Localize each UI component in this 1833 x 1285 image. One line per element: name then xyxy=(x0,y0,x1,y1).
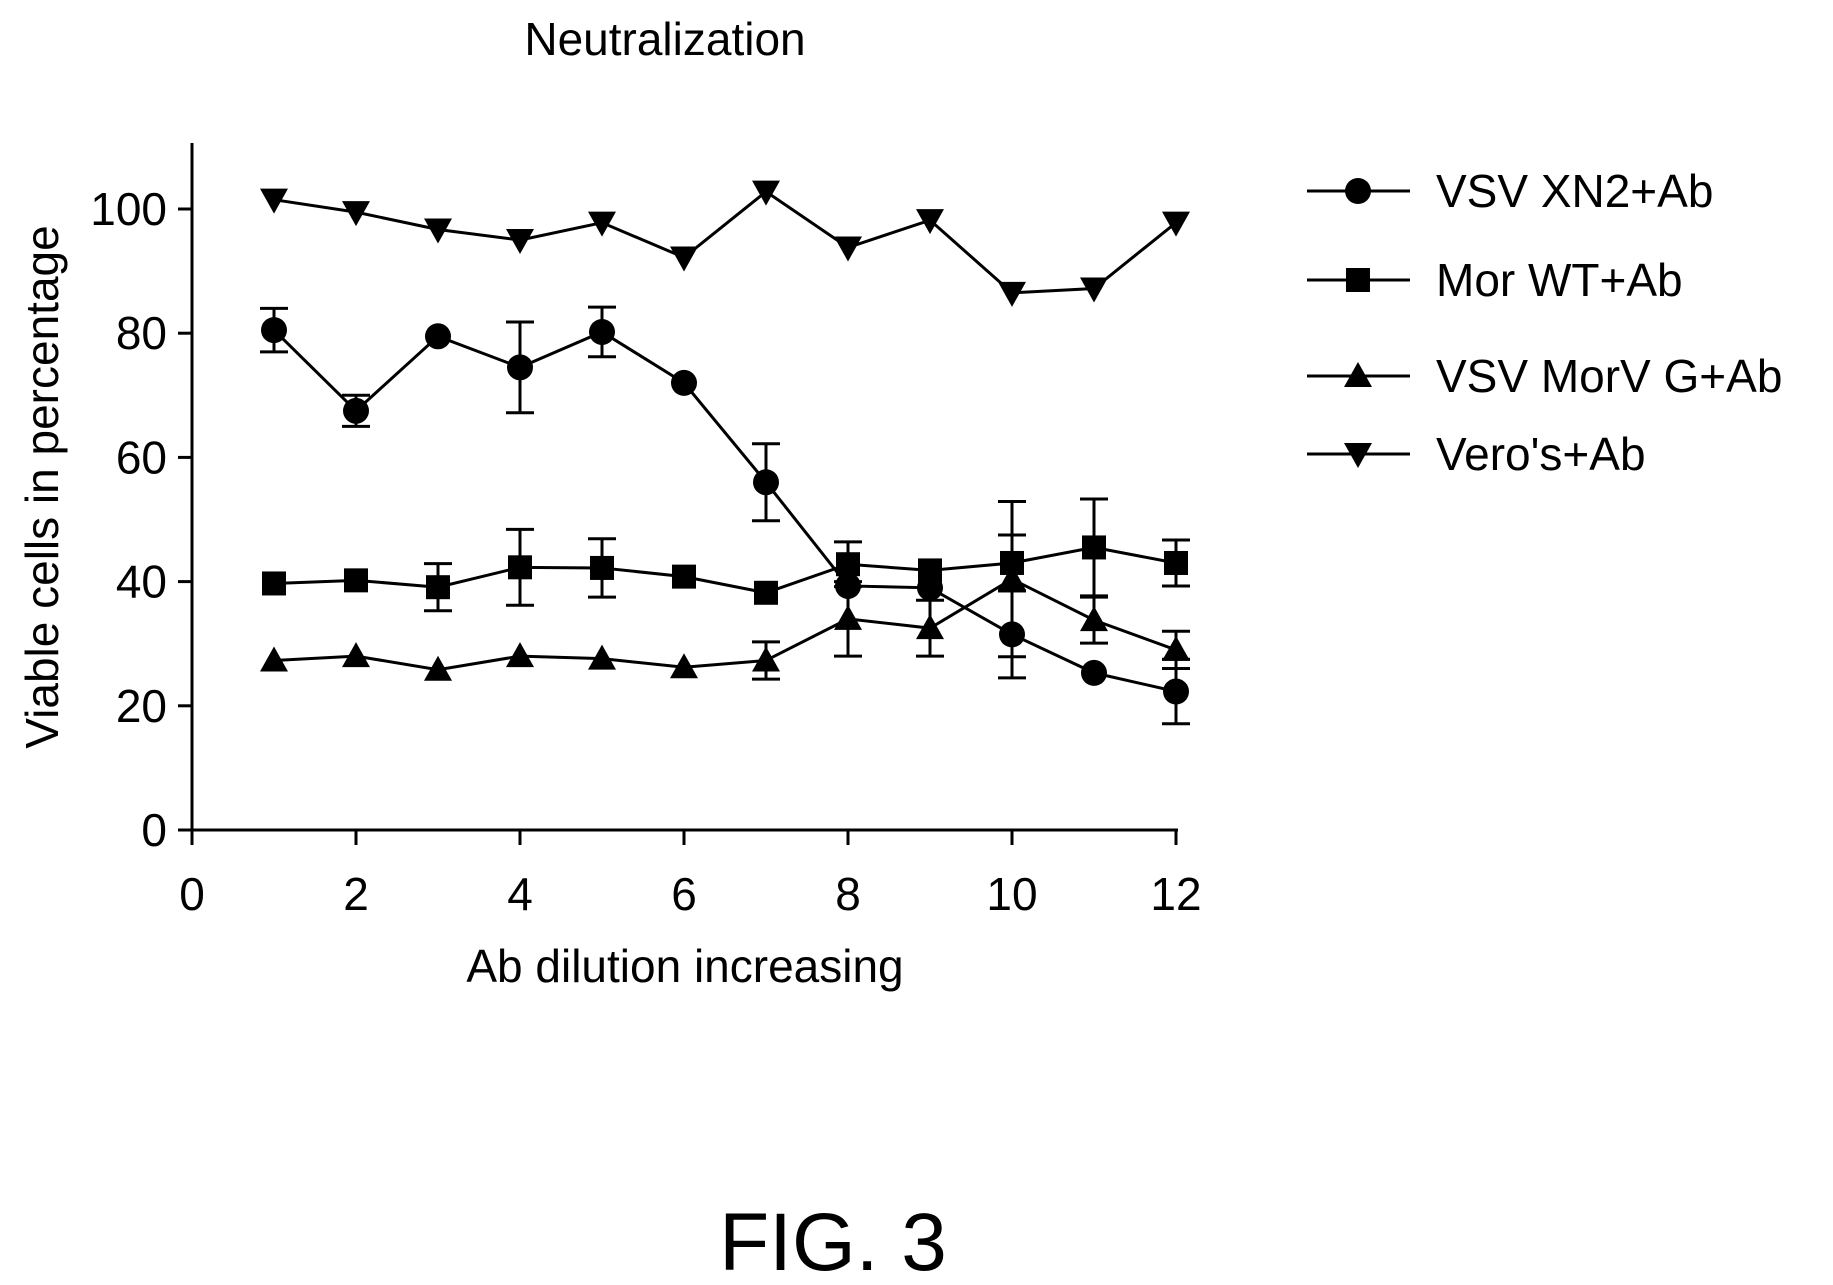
data-point xyxy=(670,653,698,679)
data-point xyxy=(506,229,534,255)
data-point xyxy=(1080,606,1108,632)
data-point xyxy=(588,211,616,237)
data-point xyxy=(588,644,616,670)
data-point xyxy=(1081,659,1107,686)
x-tick-label: 2 xyxy=(343,868,369,920)
legend-label: Mor WT+Ab xyxy=(1436,254,1683,306)
data-point xyxy=(1082,535,1106,560)
data-point xyxy=(506,642,534,668)
data-point xyxy=(1162,635,1190,661)
y-tick-label: 0 xyxy=(141,804,167,856)
y-tick-label: 40 xyxy=(116,556,167,608)
data-point xyxy=(836,552,860,577)
data-point xyxy=(670,246,698,272)
data-point xyxy=(590,555,614,580)
y-tick-label: 20 xyxy=(116,680,167,732)
data-point xyxy=(426,575,450,600)
data-point xyxy=(754,580,778,605)
series-line xyxy=(272,329,1177,693)
data-point xyxy=(343,397,369,424)
data-point xyxy=(424,218,452,244)
data-point xyxy=(342,642,370,668)
data-point xyxy=(672,564,696,589)
series-1 xyxy=(262,497,1190,613)
legend-label: VSV XN2+Ab xyxy=(1436,165,1713,217)
data-point xyxy=(344,568,368,593)
series-line xyxy=(273,545,1177,595)
legend-item: Mor WT+Ab xyxy=(1307,254,1683,306)
data-point xyxy=(834,236,862,262)
data-point xyxy=(918,558,942,583)
series-layer xyxy=(260,180,1190,726)
x-tick-label: 10 xyxy=(986,868,1037,920)
legend-label: VSV MorV G+Ab xyxy=(1436,350,1782,402)
legend-marker xyxy=(1345,178,1371,204)
data-point xyxy=(508,555,532,580)
data-point xyxy=(671,369,697,396)
data-point xyxy=(753,469,779,496)
data-point xyxy=(260,188,288,214)
data-point xyxy=(834,604,862,630)
data-point xyxy=(425,323,451,350)
legend-marker xyxy=(1344,443,1372,468)
legend-item: VSV MorV G+Ab xyxy=(1307,350,1782,402)
legend-item: Vero's+Ab xyxy=(1307,428,1646,480)
legend-marker xyxy=(1346,268,1370,292)
series-line xyxy=(273,189,1177,295)
series-3 xyxy=(260,180,1190,307)
x-tick-label: 12 xyxy=(1150,868,1201,920)
data-point xyxy=(507,354,533,381)
data-point xyxy=(752,180,780,206)
y-tick-label: 60 xyxy=(116,431,167,483)
x-tick-label: 0 xyxy=(179,868,205,920)
legend-label: Vero's+Ab xyxy=(1436,428,1646,480)
data-point xyxy=(998,565,1026,591)
data-point xyxy=(589,318,615,345)
series-0 xyxy=(260,305,1190,726)
series-2 xyxy=(260,499,1190,681)
data-point xyxy=(916,209,944,235)
chart-title: Neutralization xyxy=(524,13,805,65)
x-tick-label: 6 xyxy=(671,868,697,920)
data-point xyxy=(1162,211,1190,237)
y-axis-ticks: 0 20 40 60 80 100 xyxy=(90,183,192,856)
data-point xyxy=(1080,277,1108,303)
data-point xyxy=(916,614,944,640)
legend-item: VSV XN2+Ab xyxy=(1307,165,1713,217)
y-tick-label: 100 xyxy=(90,183,167,235)
x-tick-label: 4 xyxy=(507,868,533,920)
x-axis-ticks: 0 2 4 6 8 10 12 xyxy=(179,830,1202,920)
legend-marker xyxy=(1344,362,1372,387)
series-line xyxy=(273,577,1177,672)
plot-area: 0 20 40 60 80 100 0 2 4 6 8 10 12 xyxy=(90,143,1202,920)
data-point xyxy=(1163,678,1189,705)
figure-caption: FIG. 3 xyxy=(719,1197,947,1285)
data-point xyxy=(342,201,370,227)
data-point xyxy=(262,571,286,596)
y-tick-label: 80 xyxy=(116,307,167,359)
data-point xyxy=(424,655,452,681)
x-tick-label: 8 xyxy=(835,868,861,920)
x-axis-label: Ab dilution increasing xyxy=(466,940,903,992)
data-point xyxy=(260,646,288,672)
data-point xyxy=(998,281,1026,307)
y-axis-label: Viable cells in percentage xyxy=(16,225,68,748)
data-point xyxy=(752,646,780,672)
data-point xyxy=(261,317,287,344)
data-point xyxy=(1164,550,1188,575)
legend: VSV XN2+Ab Mor WT+Ab VSV MorV G+Ab Vero's+A… xyxy=(1307,165,1782,480)
